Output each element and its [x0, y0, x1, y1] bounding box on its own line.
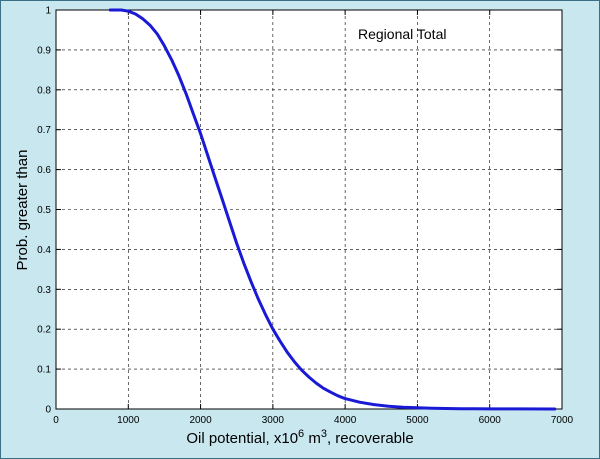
y-tick-label: 0.6: [37, 165, 51, 176]
ticks: 0 1000 2000 3000 4000 5000 6000 7000 0 0.1 0.2 0.3 0…: [37, 6, 573, 427]
x-tick-label: 0: [53, 415, 59, 426]
grid: [56, 10, 562, 409]
annotation-regional-total: Regional Total: [358, 26, 446, 42]
x-tick-label: 6000: [479, 415, 502, 426]
x-tick-label: 7000: [551, 415, 574, 426]
y-tick-label: 1: [45, 6, 51, 17]
x-tick-label: 4000: [334, 415, 357, 426]
y-tick-label: 0.9: [37, 45, 51, 56]
y-tick-label: 0.5: [37, 205, 51, 216]
y-tick-label: 0.1: [37, 365, 51, 376]
y-tick-label: 0.7: [37, 125, 51, 136]
y-tick-label: 0.4: [37, 245, 51, 256]
y-axis-title: Prob. greater than: [14, 150, 31, 271]
x-axis-title: Oil potential, x106 m3, recoverable: [186, 428, 413, 447]
y-tick-label: 0: [45, 405, 51, 416]
exceedance-curve: [108, 8, 557, 411]
y-tick-label: 0.2: [37, 325, 51, 336]
x-tick-label: 2000: [189, 415, 212, 426]
x-tick-label: 5000: [406, 415, 429, 426]
series-group: [108, 8, 557, 411]
x-tick-label: 1000: [117, 415, 140, 426]
x-tick-label: 3000: [262, 415, 285, 426]
y-tick-label: 0.3: [37, 285, 51, 296]
y-tick-label: 0.8: [37, 85, 51, 96]
